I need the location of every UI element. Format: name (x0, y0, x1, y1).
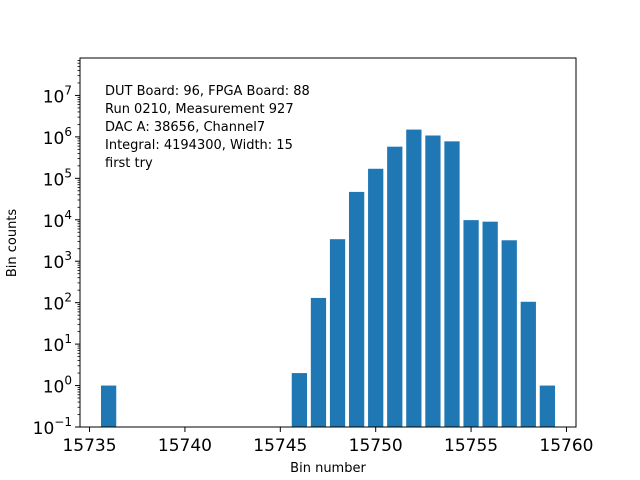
annotation-line: first try (105, 156, 153, 171)
y-axis-label: Bin counts (5, 209, 20, 278)
y-tick-label: 10−1 (33, 415, 72, 439)
plot-area-frame (79, 57, 577, 428)
bar-15747 (310, 297, 327, 427)
bar-15748 (329, 239, 346, 427)
y-tick-label: 106 (43, 125, 72, 149)
bar-15750 (368, 168, 384, 427)
bar-15753 (425, 135, 441, 428)
y-axis-ticks: 10−1 100 101 102 103 104 105 106 107 (33, 60, 80, 439)
x-tick-label: 15755 (444, 436, 498, 456)
y-tick-label: 102 (43, 291, 72, 315)
y-tick-label: 104 (43, 208, 72, 232)
bar-15759 (539, 385, 556, 427)
bars-group (100, 129, 556, 428)
x-tick-label: 15740 (158, 436, 212, 456)
bar-15749 (348, 191, 365, 427)
bar-15736 (100, 385, 117, 427)
x-axis-label: Bin number (290, 461, 366, 476)
bar-15755 (463, 220, 479, 427)
x-tick-label: 15745 (253, 436, 307, 456)
annotation-line: DAC A: 38656, Channel7 (105, 120, 265, 135)
x-tick-label: 15760 (539, 436, 593, 456)
bar-15754 (444, 141, 460, 427)
x-axis-ticks: 15735 15740 15745 15750 15755 15760 (62, 427, 594, 456)
bar-15751 (387, 146, 403, 427)
annotation-box: DUT Board: 96, FPGA Board: 88 Run 0210, M… (105, 84, 310, 171)
y-tick-label: 101 (43, 332, 72, 356)
bar-15757 (501, 240, 517, 427)
x-tick-label: 15750 (349, 436, 403, 456)
bar-15746 (291, 373, 308, 427)
y-tick-label: 100 (43, 374, 72, 398)
x-tick-label: 15735 (62, 436, 116, 456)
annotation-line: DUT Board: 96, FPGA Board: 88 (105, 84, 310, 99)
y-tick-label: 103 (43, 249, 72, 273)
annotation-line: Integral: 4194300, Width: 15 (105, 138, 293, 153)
annotation-line: Run 0210, Measurement 927 (105, 102, 294, 117)
y-tick-label: 105 (43, 166, 72, 190)
bar-15756 (482, 221, 498, 427)
bar-15758 (520, 301, 536, 427)
bar-15752 (406, 129, 422, 427)
y-tick-label: 107 (43, 83, 72, 107)
